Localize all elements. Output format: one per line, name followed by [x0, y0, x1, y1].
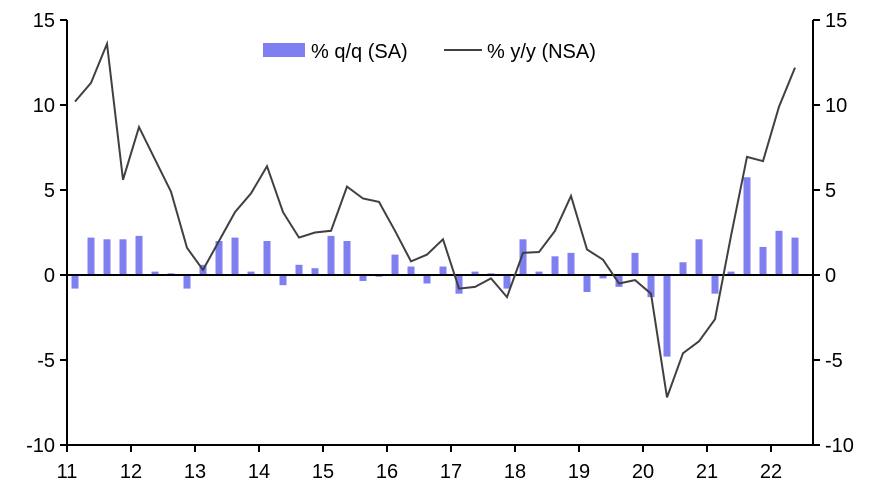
- bar: [519, 239, 527, 275]
- legend-label-qq: % q/q (SA): [311, 41, 408, 63]
- bar: [551, 256, 559, 275]
- bar-series-qq: [71, 177, 799, 357]
- bar: [775, 230, 783, 275]
- y-tick-label-left: -5: [37, 350, 55, 372]
- legend-label-yy: % y/y (NSA): [487, 41, 596, 63]
- bar: [471, 271, 479, 275]
- x-tick-label: 16: [376, 461, 398, 483]
- y-tick-label-left: 0: [44, 265, 55, 287]
- bar: [711, 275, 719, 294]
- bar: [439, 266, 447, 275]
- legend-swatch-qq: [263, 43, 305, 57]
- bar: [791, 237, 799, 275]
- bar: [727, 271, 735, 275]
- y-axis-left: 15 10 5 0 -5 -10: [26, 10, 67, 457]
- y-tick-label-left: 5: [44, 180, 55, 202]
- bar: [183, 275, 191, 289]
- bar: [87, 237, 95, 275]
- bar: [599, 275, 607, 279]
- bar: [327, 235, 335, 275]
- x-axis: 11 12 13 14 15 16 17 18 19 20 21 22: [57, 445, 782, 483]
- y-tick-label-right: 15: [825, 10, 847, 32]
- x-tick-label: 12: [120, 461, 142, 483]
- bar: [535, 271, 543, 275]
- y-tick-label-right: 10: [825, 95, 847, 117]
- line-series-yy: [74, 39, 796, 398]
- bar: [103, 239, 111, 275]
- bar: [631, 252, 639, 275]
- bar: [583, 275, 591, 292]
- bar: [135, 235, 143, 275]
- x-tick-label: 21: [696, 461, 718, 483]
- bar: [311, 268, 319, 275]
- bar: [679, 262, 687, 275]
- y-tick-label-right: -5: [825, 350, 843, 372]
- bar: [119, 239, 127, 275]
- bar: [263, 241, 271, 275]
- y-tick-label-right: -10: [825, 435, 854, 457]
- x-tick-label: 13: [184, 461, 206, 483]
- x-tick-label: 18: [504, 461, 526, 483]
- y-tick-label-left: -10: [26, 435, 55, 457]
- x-tick-label: 14: [248, 461, 270, 483]
- bar: [759, 246, 767, 275]
- y-tick-label-left: 15: [33, 10, 55, 32]
- x-tick-label: 17: [440, 461, 462, 483]
- bar: [231, 237, 239, 275]
- bar: [455, 275, 463, 294]
- x-tick-label: 20: [632, 461, 654, 483]
- bar: [615, 275, 623, 287]
- bar: [247, 271, 255, 275]
- y-axis-right: 15 10 5 0 -5 -10: [813, 10, 854, 457]
- x-tick-label: 22: [760, 461, 782, 483]
- bar: [71, 275, 79, 289]
- x-tick-label: 19: [568, 461, 590, 483]
- bar: [343, 241, 351, 275]
- bar: [423, 275, 431, 284]
- bar: [279, 275, 287, 286]
- bar: [647, 275, 655, 298]
- x-tick-label: 11: [57, 461, 78, 483]
- legend: % q/q (SA) % y/y (NSA): [263, 41, 596, 63]
- axes: [61, 20, 819, 446]
- bar: [295, 264, 303, 275]
- y-tick-label-right: 0: [825, 265, 836, 287]
- bar: [359, 275, 367, 281]
- bar: [663, 275, 671, 357]
- bar: [391, 254, 399, 275]
- y-tick-label-right: 5: [825, 180, 836, 202]
- bar: [743, 177, 751, 275]
- bar: [407, 266, 415, 275]
- bar: [503, 275, 511, 289]
- x-tick-label: 15: [312, 461, 334, 483]
- bar: [151, 271, 159, 275]
- bar: [215, 241, 223, 275]
- bar: [695, 239, 703, 275]
- bar: [567, 252, 575, 275]
- y-tick-label-left: 10: [33, 95, 55, 117]
